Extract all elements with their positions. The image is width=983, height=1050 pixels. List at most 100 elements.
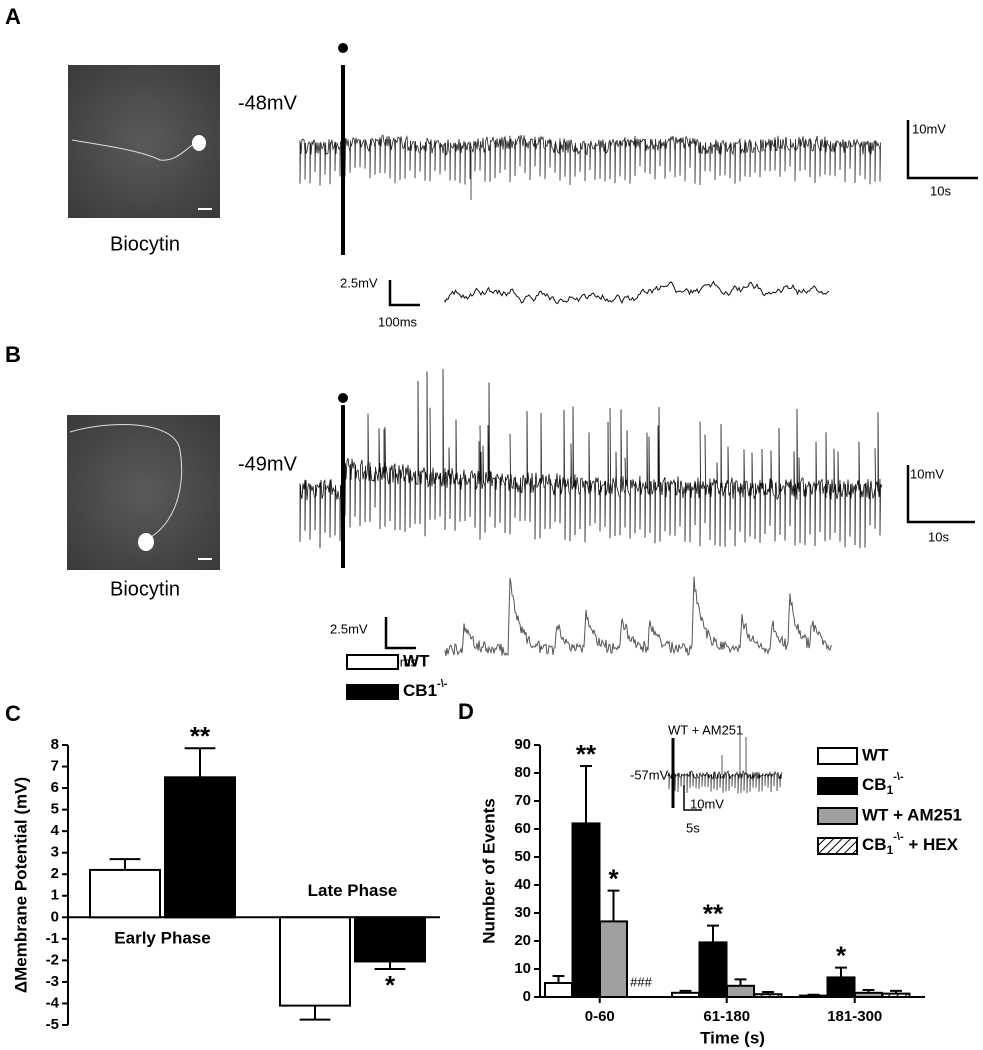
error-bar bbox=[299, 1005, 331, 1021]
annotation: ** bbox=[190, 721, 211, 751]
legend-label: CB1-\- + HEX bbox=[862, 831, 959, 857]
x-axis-label: Time (s) bbox=[700, 1028, 765, 1047]
resting-potential: -49mV bbox=[238, 453, 298, 475]
y-tick-label: 6 bbox=[51, 779, 59, 796]
scale-bar bbox=[384, 617, 416, 650]
trace-line bbox=[667, 735, 783, 794]
scale-bar bbox=[388, 280, 420, 307]
error-bar bbox=[734, 978, 747, 986]
legend-swatch bbox=[346, 654, 399, 670]
error-bar bbox=[184, 747, 216, 778]
y-tick-label: 1 bbox=[51, 887, 59, 904]
x-tick-label: 0-60 bbox=[585, 1008, 615, 1025]
panel-label: B bbox=[5, 342, 21, 367]
y-tick-label: -1 bbox=[46, 930, 59, 947]
error-bar bbox=[890, 989, 902, 994]
annotation: * bbox=[608, 863, 619, 893]
micrograph bbox=[68, 65, 220, 218]
bar bbox=[799, 994, 828, 998]
y-tick-label: 40 bbox=[514, 876, 531, 893]
y-axis-label: ΔMembrane Potential (mV) bbox=[11, 777, 30, 993]
panel-label: A bbox=[5, 4, 21, 29]
stim-marker bbox=[338, 393, 348, 403]
image-label: Biocytin bbox=[110, 233, 180, 255]
error-bar bbox=[374, 961, 406, 970]
legend-label: CB1-\- bbox=[403, 678, 448, 701]
error-bar bbox=[707, 924, 719, 943]
error-bar bbox=[807, 993, 820, 996]
y-tick-label: 70 bbox=[514, 792, 531, 809]
y-tick-label: -4 bbox=[46, 994, 60, 1011]
y-tick-label: -2 bbox=[46, 951, 59, 968]
legend-swatch bbox=[346, 684, 399, 700]
y-tick-label: 50 bbox=[514, 848, 531, 865]
bar bbox=[726, 984, 755, 998]
bar bbox=[854, 991, 883, 998]
bar bbox=[671, 991, 700, 998]
micrograph bbox=[67, 415, 220, 570]
error-bar bbox=[580, 765, 592, 824]
trace bbox=[299, 368, 883, 568]
category-label: Early Phase bbox=[114, 929, 210, 948]
bar bbox=[698, 941, 728, 999]
legend-swatch bbox=[817, 777, 858, 795]
legend-label: WT bbox=[403, 651, 430, 670]
y-tick-label: 7 bbox=[51, 758, 59, 775]
scale-label: 100ms bbox=[378, 314, 418, 329]
legend-swatch bbox=[817, 837, 858, 855]
legend-label: WT + AM251 bbox=[862, 805, 962, 824]
inset-title: WT + AM251 bbox=[668, 722, 743, 737]
trace-line bbox=[299, 368, 883, 549]
y-tick-label: 20 bbox=[514, 932, 531, 949]
trace bbox=[299, 65, 881, 255]
scale-label: 10s bbox=[930, 183, 951, 198]
scale-label: 5s bbox=[686, 820, 700, 835]
y-tick-label: 3 bbox=[51, 844, 59, 861]
y-tick-label: 80 bbox=[514, 764, 531, 781]
y-tick-label: 0 bbox=[51, 908, 59, 925]
error-bar bbox=[552, 975, 565, 983]
y-tick-label: 10 bbox=[514, 960, 531, 977]
bar bbox=[89, 868, 161, 919]
inset-trace bbox=[444, 576, 832, 657]
y-tick-label: 2 bbox=[51, 865, 59, 882]
trace-line bbox=[444, 280, 830, 305]
trace-line bbox=[299, 134, 881, 200]
error-bar bbox=[607, 889, 620, 922]
panel-label: D bbox=[458, 699, 474, 724]
bar bbox=[544, 982, 573, 998]
y-tick-label: -5 bbox=[46, 1016, 59, 1033]
scale-label: 10s bbox=[928, 529, 949, 544]
bar bbox=[599, 920, 628, 999]
inset-trace bbox=[444, 280, 830, 305]
resting-potential: -48mV bbox=[238, 92, 298, 114]
scale-label: 2.5mV bbox=[340, 275, 378, 290]
scale-label: 10mV bbox=[910, 466, 944, 481]
error-bar bbox=[109, 858, 141, 870]
inset-potential: -57mV bbox=[630, 767, 669, 782]
y-tick-label: 0 bbox=[523, 988, 531, 1005]
bar bbox=[571, 822, 601, 999]
error-bar bbox=[679, 989, 692, 993]
category-label: Late Phase bbox=[308, 881, 398, 900]
scale-bar bbox=[906, 465, 975, 524]
legend-label: CB1-\- bbox=[862, 771, 904, 797]
bar bbox=[826, 976, 856, 999]
annotation: ### bbox=[630, 974, 652, 989]
y-tick-label: 8 bbox=[51, 736, 59, 753]
scale-label: 2.5mV bbox=[330, 621, 368, 636]
annotation: ** bbox=[576, 739, 597, 769]
error-bar bbox=[835, 966, 847, 978]
trace-line bbox=[444, 576, 832, 657]
legend-label: WT bbox=[862, 745, 889, 764]
stim-marker bbox=[338, 43, 348, 53]
image-label: Biocytin bbox=[110, 578, 180, 600]
bar bbox=[354, 916, 426, 963]
legend-swatch bbox=[817, 747, 858, 765]
inset-trace bbox=[667, 735, 783, 808]
scale-bar bbox=[683, 785, 702, 811]
annotation: * bbox=[836, 940, 847, 970]
annotation: ** bbox=[703, 898, 724, 928]
x-tick-label: 181-300 bbox=[827, 1008, 882, 1025]
